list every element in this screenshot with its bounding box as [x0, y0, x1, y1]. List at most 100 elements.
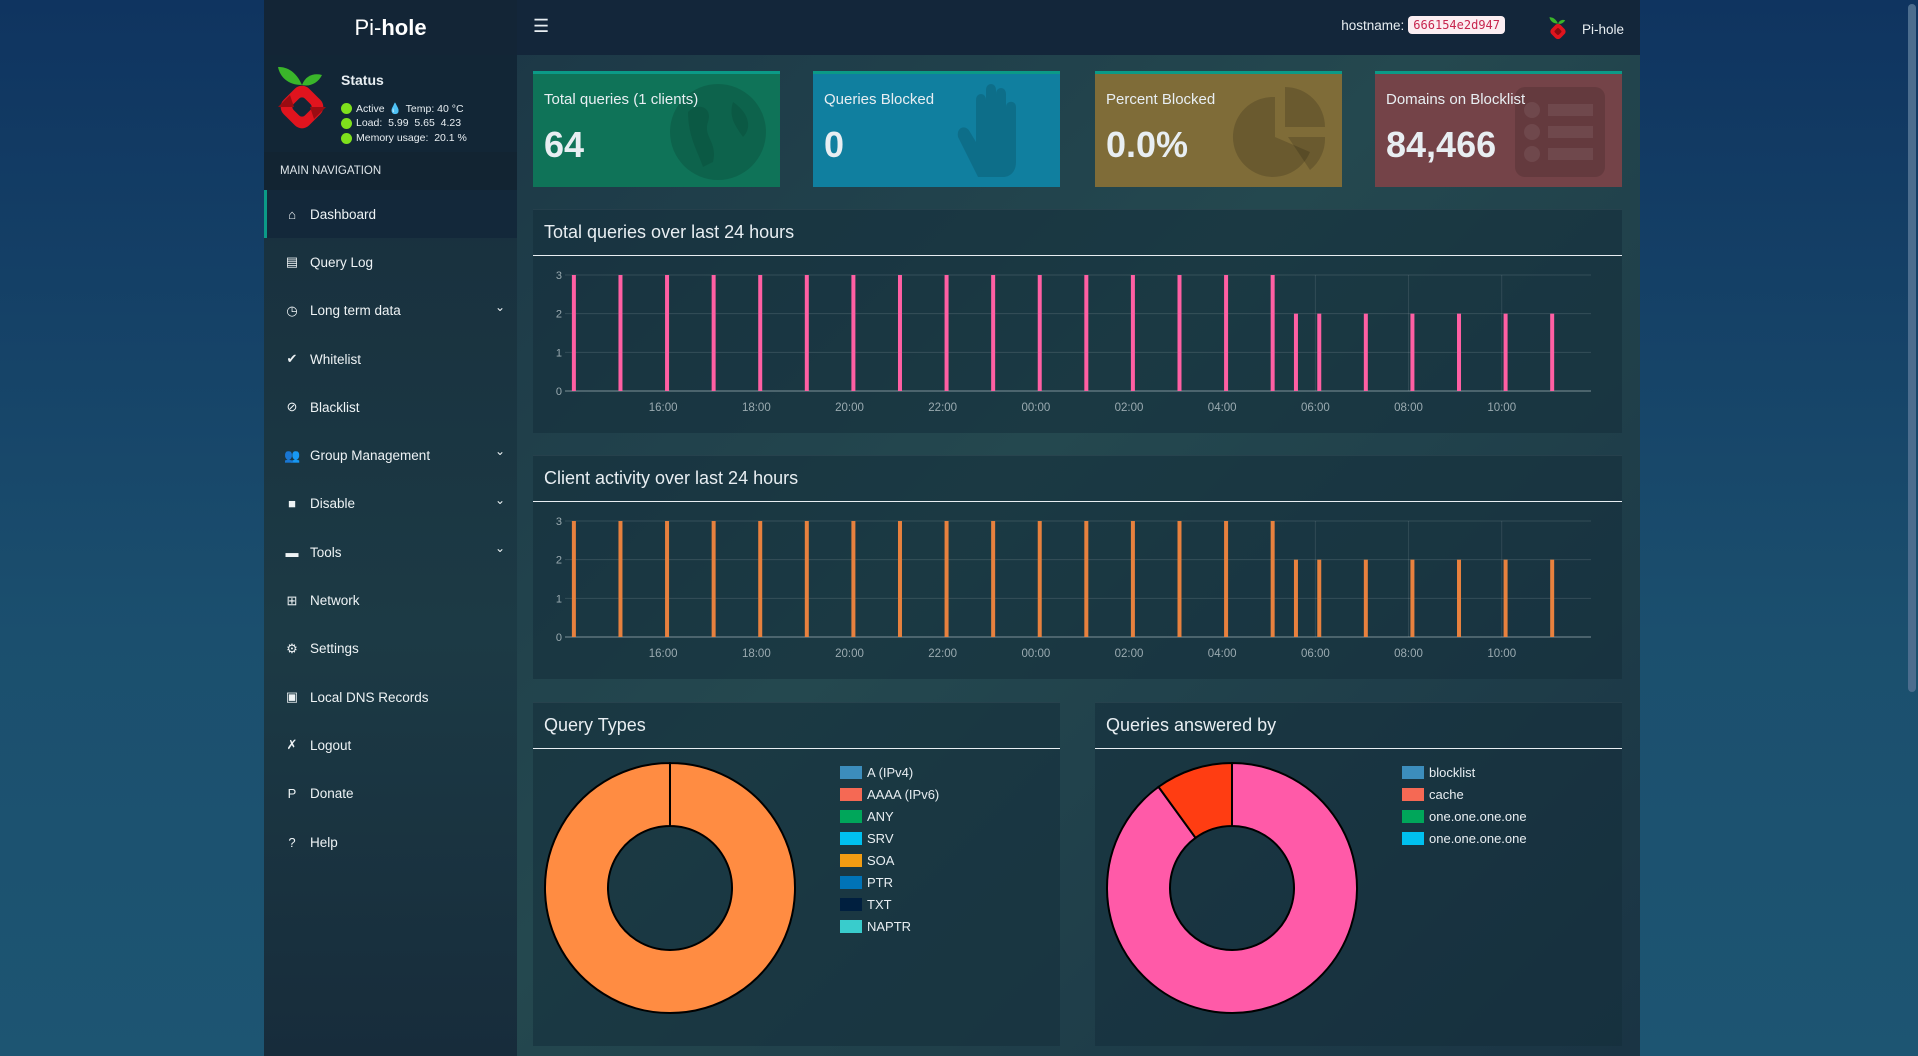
stat-card-2[interactable]: Queries Blocked 0 — [813, 71, 1060, 187]
legend-swatch — [840, 809, 862, 823]
sidebar-item-query-log[interactable]: ▤ Query Log — [264, 238, 517, 286]
sidebar-item-local-dns-records[interactable]: ▣ Local DNS Records — [264, 673, 517, 721]
bar[interactable] — [897, 521, 902, 637]
bar[interactable] — [1293, 559, 1298, 637]
bar[interactable] — [571, 521, 576, 637]
bar[interactable] — [1177, 275, 1182, 391]
bar[interactable] — [758, 275, 763, 391]
donut-slice[interactable] — [1157, 761, 1233, 840]
logo[interactable]: Pi-hole — [264, 0, 517, 55]
legend-item[interactable]: AAAA (IPv6) — [840, 783, 939, 805]
legend-item[interactable]: one.one.one.one — [1402, 805, 1527, 827]
bar[interactable] — [711, 521, 716, 637]
bar[interactable] — [1317, 559, 1322, 637]
bar[interactable] — [1270, 275, 1275, 391]
x-tick-label: 10:00 — [1487, 402, 1516, 414]
sidebar-item-settings[interactable]: ⚙ Settings — [264, 625, 517, 673]
sidebar-item-tools[interactable]: ▬ Tools ⌄ — [264, 528, 517, 576]
bar[interactable] — [1550, 559, 1555, 637]
bar[interactable] — [1084, 521, 1089, 637]
sidebar-item-group-management[interactable]: 👥 Group Management ⌄ — [264, 431, 517, 479]
bar[interactable] — [1293, 313, 1298, 391]
donut-slice[interactable] — [1106, 761, 1358, 1014]
bar[interactable] — [618, 521, 623, 637]
legend-item[interactable]: SOA — [840, 849, 939, 871]
legend-item[interactable]: PTR — [840, 871, 939, 893]
legend-item[interactable]: blocklist — [1402, 761, 1527, 783]
bar[interactable] — [665, 275, 670, 391]
bar[interactable] — [1410, 313, 1415, 391]
bar[interactable] — [804, 275, 809, 391]
bar[interactable] — [1224, 275, 1229, 391]
bar[interactable] — [1130, 275, 1135, 391]
scrollbar[interactable] — [1908, 4, 1916, 692]
legend-label: ANY — [867, 808, 894, 824]
bar[interactable] — [897, 275, 902, 391]
chart-legend: blocklist cache one.one.one.one one.one.one… — [1402, 761, 1527, 849]
legend-item[interactable]: TXT — [840, 893, 939, 915]
sidebar-item-donate[interactable]: P Donate — [264, 770, 517, 818]
bar[interactable] — [1130, 521, 1135, 637]
bar[interactable] — [1550, 313, 1555, 391]
donut-slice[interactable] — [544, 761, 796, 1014]
bar[interactable] — [571, 275, 576, 391]
x-tick-label: 18:00 — [742, 648, 771, 660]
stat-card-3[interactable]: Percent Blocked 0.0% — [1095, 71, 1342, 187]
bar[interactable] — [618, 275, 623, 391]
legend-item[interactable]: ANY — [840, 805, 939, 827]
active-text: Active — [356, 102, 385, 115]
bar[interactable] — [851, 521, 856, 637]
sidebar-item-disable[interactable]: ■ Disable ⌄ — [264, 480, 517, 528]
bars-icon[interactable]: ☰ — [533, 16, 550, 36]
bar[interactable] — [1177, 521, 1182, 637]
bar[interactable] — [1503, 313, 1508, 391]
sidebar-item-whitelist[interactable]: ✔ Whitelist — [264, 335, 517, 383]
x-tick-label: 10:00 — [1487, 648, 1516, 660]
user-times-icon: ✗ — [286, 737, 298, 753]
bar[interactable] — [1270, 521, 1275, 637]
bar[interactable] — [758, 521, 763, 637]
nav-header: MAIN NAVIGATION — [264, 152, 517, 190]
network-icon: ⊞ — [286, 592, 298, 608]
stat-card-label: Queries Blocked — [824, 91, 935, 108]
legend-swatch — [840, 875, 862, 889]
legend-item[interactable]: cache — [1402, 783, 1527, 805]
bar[interactable] — [1037, 275, 1042, 391]
bar[interactable] — [991, 521, 996, 637]
legend-item[interactable]: A (IPv4) — [840, 761, 939, 783]
sidebar-item-network[interactable]: ⊞ Network — [264, 576, 517, 624]
bar[interactable] — [944, 521, 949, 637]
stat-card-1[interactable]: Total queries (1 clients) 64 — [533, 71, 780, 187]
legend-item[interactable]: SRV — [840, 827, 939, 849]
sidebar-item-help[interactable]: ? Help — [264, 818, 517, 866]
bar[interactable] — [991, 275, 996, 391]
bar[interactable] — [804, 521, 809, 637]
bar[interactable] — [1224, 521, 1229, 637]
stat-card-4[interactable]: Domains on Blocklist 84,466 — [1375, 71, 1622, 187]
bar[interactable] — [1410, 559, 1415, 637]
sidebar-item-dashboard[interactable]: ⌂ Dashboard — [264, 190, 517, 239]
bar[interactable] — [1503, 559, 1508, 637]
bar[interactable] — [1363, 313, 1368, 391]
bar[interactable] — [944, 275, 949, 391]
sidebar-item-label: Settings — [310, 641, 359, 657]
sidebar-item-blacklist[interactable]: ⊘ Blacklist — [264, 383, 517, 431]
bar[interactable] — [851, 275, 856, 391]
sidebar: Pi-hole Status Active 💧 Temp: 40 °C Load: … — [264, 0, 517, 1056]
bar[interactable] — [1084, 275, 1089, 391]
sidebar-item-label: Query Log — [310, 254, 374, 270]
bar[interactable] — [1457, 559, 1462, 637]
bar[interactable] — [711, 275, 716, 391]
legend-item[interactable]: NAPTR — [840, 915, 939, 937]
sidebar-item-logout[interactable]: ✗ Logout — [264, 721, 517, 769]
sidebar-item-long-term-data[interactable]: ◷ Long term data ⌄ — [264, 287, 517, 335]
bar[interactable] — [1363, 559, 1368, 637]
bar[interactable] — [1457, 313, 1462, 391]
bar[interactable] — [1317, 313, 1322, 391]
legend-item[interactable]: one.one.one.one — [1402, 827, 1527, 849]
bar[interactable] — [665, 521, 670, 637]
legend-label: cache — [1429, 786, 1464, 802]
bar[interactable] — [1037, 521, 1042, 637]
user-menu[interactable]: Pi-hole — [1548, 16, 1624, 42]
fire-icon: 💧 — [388, 103, 402, 115]
